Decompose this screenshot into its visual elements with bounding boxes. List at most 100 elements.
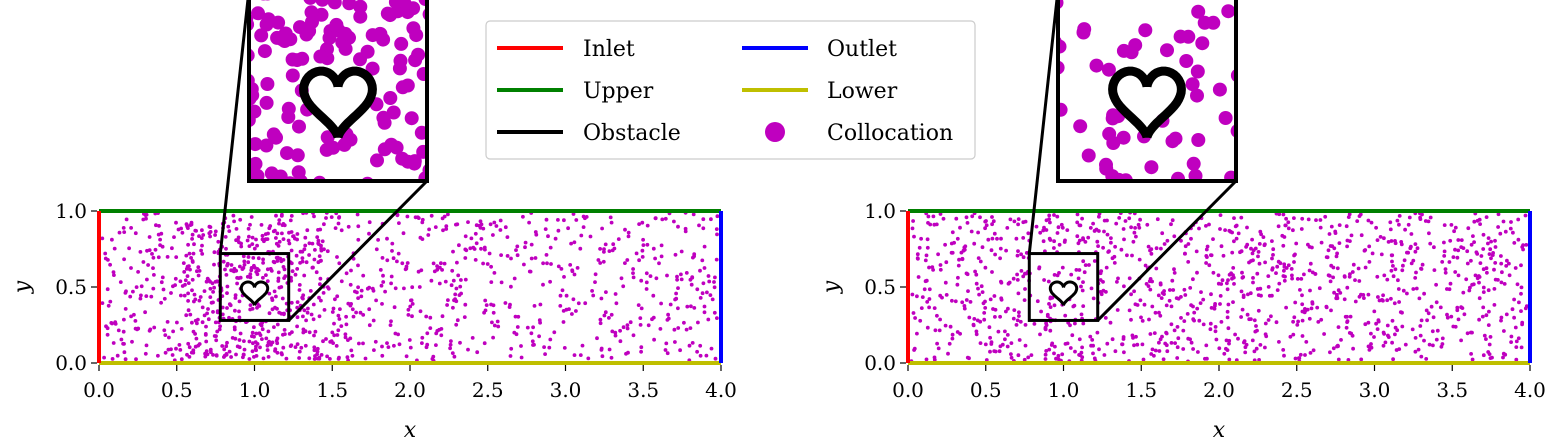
collocation-point bbox=[188, 223, 193, 228]
collocation-point bbox=[1475, 252, 1480, 256]
collocation-point bbox=[1299, 227, 1304, 231]
collocation-point bbox=[295, 324, 299, 329]
collocation-point bbox=[1282, 278, 1287, 283]
collocation-point bbox=[564, 293, 569, 298]
collocation-point bbox=[959, 250, 964, 255]
collocation-point bbox=[559, 267, 564, 271]
collocation-point bbox=[1314, 218, 1318, 223]
collocation-point bbox=[370, 153, 384, 168]
collocation-point bbox=[1353, 278, 1357, 282]
collocation-point bbox=[272, 289, 277, 294]
collocation-point bbox=[1014, 236, 1019, 241]
collocation-point bbox=[509, 256, 513, 261]
collocation-point bbox=[666, 312, 670, 317]
collocation-point bbox=[1520, 322, 1524, 327]
collocation-point bbox=[122, 257, 126, 262]
collocation-point bbox=[1424, 308, 1429, 313]
collocation-point bbox=[198, 295, 203, 299]
collocation-point bbox=[700, 291, 705, 296]
collocation-point bbox=[1349, 233, 1354, 238]
collocation-point bbox=[463, 277, 468, 282]
collocation-point bbox=[980, 245, 985, 250]
collocation-point bbox=[355, 290, 359, 295]
collocation-point bbox=[1073, 349, 1077, 354]
collocation-point bbox=[1092, 259, 1097, 263]
collocation-point bbox=[532, 304, 537, 308]
collocation-point bbox=[651, 315, 656, 320]
collocation-point bbox=[221, 259, 226, 264]
collocation-point bbox=[1237, 58, 1251, 72]
collocation-point bbox=[1119, 247, 1124, 252]
collocation-point bbox=[910, 226, 915, 231]
collocation-point bbox=[204, 339, 209, 344]
collocation-point bbox=[674, 296, 679, 301]
collocation-point bbox=[376, 238, 380, 242]
collocation-point bbox=[1056, 225, 1061, 230]
collocation-point bbox=[1266, 285, 1271, 289]
collocation-point bbox=[1513, 266, 1518, 270]
collocation-point bbox=[1509, 340, 1513, 344]
collocation-point bbox=[514, 248, 518, 253]
collocation-point bbox=[1016, 249, 1020, 254]
collocation-point bbox=[293, 345, 298, 349]
collocation-point bbox=[1409, 232, 1414, 236]
collocation-point bbox=[1350, 270, 1355, 274]
collocation-point bbox=[491, 310, 496, 315]
collocation-point bbox=[1217, 346, 1222, 351]
collocation-point bbox=[1519, 345, 1524, 350]
collocation-point bbox=[1219, 320, 1224, 324]
collocation-point bbox=[1183, 251, 1187, 256]
collocation-point bbox=[968, 300, 973, 304]
collocation-point bbox=[943, 242, 947, 247]
collocation-point bbox=[1021, 236, 1026, 240]
collocation-point bbox=[274, 213, 278, 218]
collocation-point bbox=[1080, 216, 1084, 221]
collocation-point bbox=[1296, 319, 1300, 324]
collocation-point bbox=[1310, 301, 1315, 306]
collocation-point bbox=[336, 357, 341, 361]
collocation-point bbox=[1519, 285, 1524, 290]
collocation-point bbox=[548, 245, 553, 250]
collocation-point bbox=[578, 246, 583, 251]
collocation-point bbox=[599, 348, 604, 352]
collocation-point bbox=[200, 305, 205, 310]
collocation-point bbox=[522, 262, 526, 267]
collocation-point bbox=[1345, 238, 1350, 243]
collocation-point bbox=[698, 343, 703, 348]
collocation-point bbox=[112, 246, 117, 251]
collocation-point bbox=[1304, 340, 1309, 344]
collocation-point bbox=[1081, 321, 1086, 326]
collocation-point bbox=[322, 222, 326, 227]
collocation-point bbox=[250, 330, 255, 335]
collocation-point bbox=[1209, 253, 1214, 258]
collocation-point bbox=[950, 332, 955, 337]
collocation-point bbox=[1023, 287, 1027, 291]
zoom-connector bbox=[287, 179, 429, 322]
collocation-point bbox=[1063, 238, 1067, 243]
collocation-point bbox=[1201, 297, 1206, 302]
collocation-point bbox=[1290, 276, 1294, 281]
collocation-point bbox=[590, 289, 594, 293]
collocation-point bbox=[1517, 300, 1521, 305]
collocation-point bbox=[659, 243, 664, 248]
collocation-point bbox=[108, 262, 112, 267]
collocation-point bbox=[990, 270, 994, 274]
collocation-point bbox=[213, 229, 218, 234]
collocation-point bbox=[317, 356, 322, 361]
collocation-point bbox=[1102, 353, 1107, 357]
collocation-point bbox=[599, 296, 604, 301]
collocation-point bbox=[965, 272, 970, 277]
collocation-point bbox=[454, 322, 459, 327]
collocation-point bbox=[583, 301, 588, 306]
collocation-point bbox=[265, 279, 270, 283]
collocation-point bbox=[209, 300, 214, 305]
collocation-point bbox=[187, 251, 192, 256]
collocation-point bbox=[932, 222, 937, 227]
collocation-point bbox=[1509, 334, 1514, 339]
collocation-point bbox=[206, 317, 211, 322]
collocation-point bbox=[1382, 332, 1386, 336]
collocation-point bbox=[1136, 222, 1141, 227]
collocation-point bbox=[598, 247, 602, 251]
collocation-point bbox=[689, 304, 693, 309]
